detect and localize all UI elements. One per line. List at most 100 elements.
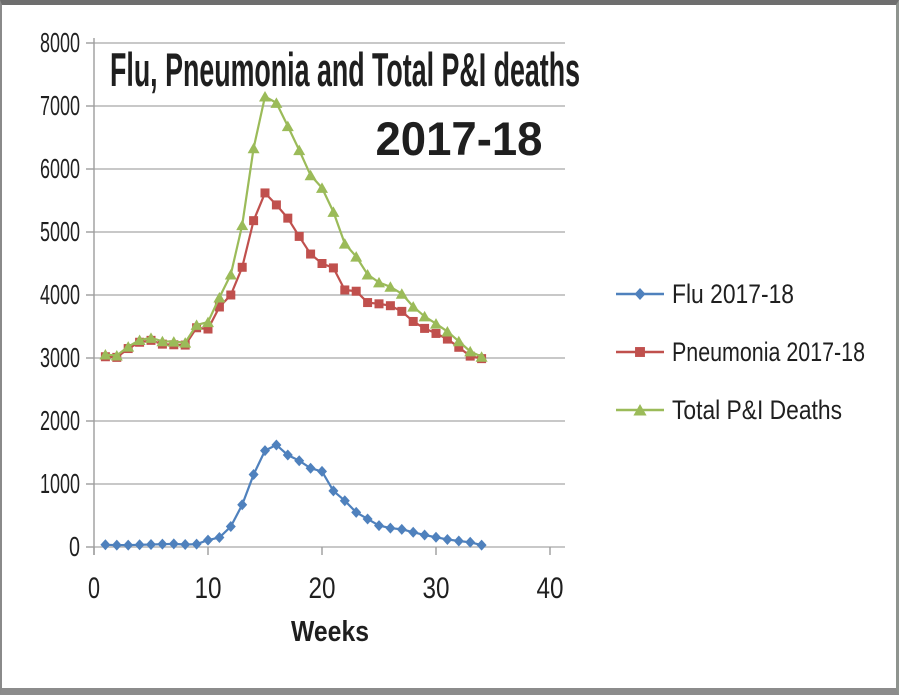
chart-title-line2: 2017-18 <box>376 112 543 165</box>
data-point-marker-total-p-i-deaths <box>167 336 180 347</box>
data-point-marker-pneumonia-2017-18 <box>203 324 213 334</box>
data-point-marker-total-p-i-deaths <box>316 182 328 193</box>
data-point-marker-pneumonia-2017-18 <box>306 249 316 259</box>
data-point-marker-pneumonia-2017-18 <box>294 231 304 241</box>
legend-item-total-p-i-deaths: Total P&I Deaths <box>616 395 842 425</box>
data-point-marker-flu-2017-18 <box>476 539 487 551</box>
data-point-marker-pneumonia-2017-18 <box>431 328 441 338</box>
series-line-flu-2017-18 <box>105 443 482 547</box>
data-point-marker-pneumonia-2017-18 <box>420 323 430 333</box>
data-point-marker-pneumonia-2017-18 <box>271 200 281 210</box>
y-tick-label: 0 <box>69 531 80 562</box>
data-point-marker-total-p-i-deaths <box>441 326 454 337</box>
data-point-marker-flu-2017-18 <box>328 485 339 497</box>
data-point-marker-flu-2017-18 <box>168 538 179 550</box>
data-point-marker-total-p-i-deaths <box>452 335 465 347</box>
data-point-marker-total-p-i-deaths <box>236 219 249 231</box>
data-point-marker-flu-2017-18 <box>339 495 350 507</box>
data-point-marker-total-p-i-deaths <box>373 276 385 288</box>
data-point-marker-pneumonia-2017-18 <box>249 216 259 226</box>
data-point-marker-total-p-i-deaths <box>247 142 260 154</box>
data-point-marker-total-p-i-deaths <box>156 335 169 347</box>
y-tick-label: 7000 <box>40 90 80 121</box>
data-point-marker-total-p-i-deaths <box>99 349 112 360</box>
series-total-p-i-deaths <box>99 91 488 362</box>
data-point-marker-flu-2017-18 <box>214 532 225 544</box>
data-point-marker-total-p-i-deaths <box>304 169 317 181</box>
data-point-marker-flu-2017-18 <box>134 539 145 551</box>
data-point-marker-pneumonia-2017-18 <box>385 301 395 311</box>
data-point-marker-total-p-i-deaths <box>293 144 306 156</box>
data-point-marker-flu-2017-18 <box>362 513 373 525</box>
data-point-marker-pneumonia-2017-18 <box>442 334 452 344</box>
legend: Flu 2017-18 Pneumonia 2017-18 Total P&I De… <box>616 279 865 425</box>
data-point-marker-total-p-i-deaths <box>224 269 237 280</box>
data-point-marker-total-p-i-deaths <box>259 91 271 102</box>
legend-label-flu-2017-18: Flu 2017-18 <box>672 279 794 309</box>
data-point-marker-total-p-i-deaths <box>110 349 123 361</box>
data-point-marker-flu-2017-18 <box>271 439 282 451</box>
x-tick-label: 20 <box>309 572 336 605</box>
y-tick-label: 6000 <box>40 153 80 184</box>
data-point-marker-flu-2017-18 <box>374 520 384 532</box>
data-point-marker-pneumonia-2017-18 <box>283 213 293 223</box>
data-point-marker-total-p-i-deaths <box>190 319 203 330</box>
data-point-marker-flu-2017-18 <box>146 538 156 550</box>
y-tick-label: 8000 <box>40 27 80 58</box>
data-point-marker-total-p-i-deaths <box>464 345 477 357</box>
legend-marker-pneumonia-2017-18 <box>635 347 645 357</box>
data-point-marker-flu-2017-18 <box>180 538 191 550</box>
x-tick-label: 0 <box>88 572 100 605</box>
legend-label-total-p-i-deaths: Total P&I Deaths <box>672 395 842 425</box>
data-point-marker-flu-2017-18 <box>305 462 316 474</box>
chart: 0 1000 2000 3000 4000 5000 6000 7000 8000 0 10 20 30… <box>40 27 865 648</box>
data-point-marker-flu-2017-18 <box>237 499 248 511</box>
series-flu-2017-18 <box>100 439 487 551</box>
data-point-marker-pneumonia-2017-18 <box>226 290 236 300</box>
data-point-marker-flu-2017-18 <box>385 522 396 534</box>
series-line-pneumonia-2017-18 <box>105 190 482 360</box>
data-point-marker-flu-2017-18 <box>248 469 259 481</box>
data-point-marker-pneumonia-2017-18 <box>237 262 247 272</box>
data-point-marker-flu-2017-18 <box>203 534 213 546</box>
data-point-marker-total-p-i-deaths <box>270 97 283 108</box>
data-point-marker-pneumonia-2017-18 <box>374 299 384 309</box>
x-axis-label: Weeks <box>291 616 369 648</box>
chart-title: Flu, Pneumonia and Total P&I deaths <box>110 43 580 96</box>
data-point-marker-flu-2017-18 <box>396 523 407 535</box>
data-point-marker-flu-2017-18 <box>465 536 476 548</box>
data-point-marker-total-p-i-deaths <box>213 292 226 303</box>
data-point-marker-total-p-i-deaths <box>145 332 157 343</box>
data-point-marker-total-p-i-deaths <box>122 341 135 352</box>
x-tick-label: 30 <box>423 572 450 605</box>
data-point-marker-flu-2017-18 <box>111 539 122 551</box>
legend-item-pneumonia-2017-18: Pneumonia 2017-18 <box>616 337 865 367</box>
data-point-marker-pneumonia-2017-18 <box>328 263 338 273</box>
data-point-marker-pneumonia-2017-18 <box>260 188 270 198</box>
data-point-marker-total-p-i-deaths <box>475 351 488 362</box>
data-point-marker-flu-2017-18 <box>419 529 430 541</box>
data-point-marker-total-p-i-deaths <box>202 316 214 328</box>
data-point-marker-flu-2017-18 <box>294 455 305 467</box>
data-point-marker-flu-2017-18 <box>408 526 419 538</box>
data-point-marker-pneumonia-2017-18 <box>454 342 464 352</box>
data-point-marker-pneumonia-2017-18 <box>214 302 224 312</box>
legend-label-pneumonia-2017-18: Pneumonia 2017-18 <box>672 337 865 367</box>
data-point-marker-flu-2017-18 <box>100 539 111 551</box>
series-pneumonia-2017-18 <box>100 188 487 364</box>
data-point-marker-total-p-i-deaths <box>418 310 431 322</box>
data-point-marker-flu-2017-18 <box>431 531 441 543</box>
data-point-marker-total-p-i-deaths <box>327 206 340 217</box>
legend-marker-flu-2017-18 <box>634 287 646 301</box>
x-tick-label: 10 <box>195 572 222 605</box>
data-point-marker-total-p-i-deaths <box>384 281 397 292</box>
data-point-marker-flu-2017-18 <box>260 445 270 457</box>
legend-item-flu-2017-18: Flu 2017-18 <box>616 279 794 309</box>
data-point-marker-flu-2017-18 <box>453 535 464 547</box>
y-tick-label: 2000 <box>40 405 80 436</box>
data-point-marker-flu-2017-18 <box>157 538 168 550</box>
data-point-marker-total-p-i-deaths <box>407 301 420 312</box>
y-tick-label: 4000 <box>40 279 80 310</box>
data-point-marker-total-p-i-deaths <box>395 288 408 299</box>
